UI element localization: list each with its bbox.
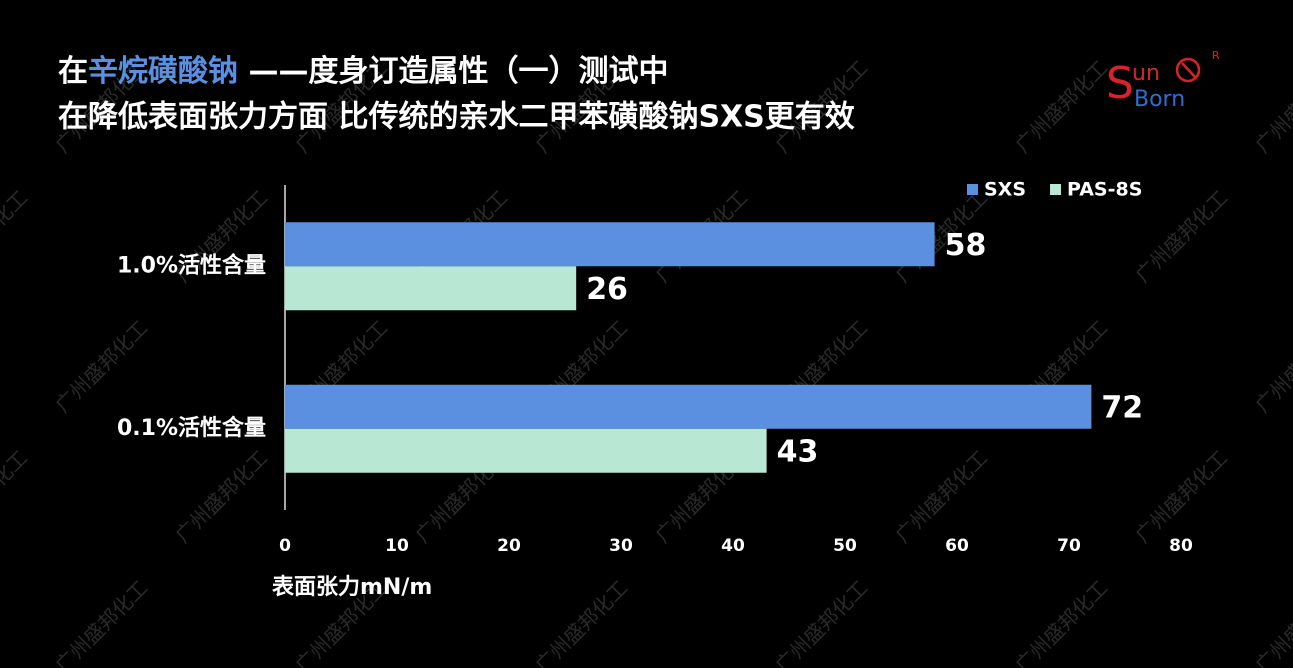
- x-tick-label: 30: [609, 536, 633, 556]
- watermark: 广州盛邦化工: [1130, 186, 1232, 288]
- watermark: 广州盛邦化工: [1250, 576, 1293, 668]
- watermark: 广州盛邦化工: [770, 576, 872, 668]
- logo-un: un: [1132, 61, 1160, 86]
- bar: [285, 384, 1092, 429]
- data-label: 26: [586, 272, 628, 307]
- x-tick-label: 20: [497, 536, 521, 556]
- x-tick-label: 40: [721, 536, 745, 556]
- title-line2: 在降低表面张力方面 比传统的亲水二甲苯磺酸钠SXS更有效: [58, 100, 855, 135]
- watermark: 广州盛邦化工: [890, 446, 992, 548]
- watermark: 广州盛邦化工: [50, 576, 152, 668]
- data-label: 72: [1101, 390, 1143, 425]
- x-tick-label: 60: [945, 536, 969, 556]
- logo-mark: R: [1212, 49, 1220, 62]
- data-label: 58: [945, 228, 987, 263]
- watermarks: 广州盛邦化工 广州盛邦化工 广州盛邦化工 广州盛邦化工 广州盛邦化工 广州盛邦化工广州盛邦…: [0, 56, 1293, 668]
- y-tick-label: 0.1%活性含量: [117, 415, 266, 441]
- legend-label: SXS: [984, 179, 1026, 201]
- x-tick-label: 70: [1057, 536, 1081, 556]
- logo-icon: [1181, 62, 1197, 79]
- watermark: 广州盛邦化工: [1250, 56, 1293, 158]
- watermark: 广州盛邦化工: [530, 576, 632, 668]
- x-tick-label: 50: [833, 536, 857, 556]
- title-line1: 在辛烷磺酸钠 ——度身订造属性（一）测试中: [58, 54, 668, 89]
- watermark: 广州盛邦化工: [170, 446, 272, 548]
- watermark: 广州盛邦化工: [1010, 56, 1112, 158]
- watermark: 广州盛邦化工: [50, 316, 152, 418]
- title-part: ——度身订造属性（一）测试中: [238, 54, 668, 89]
- logo-born: Born: [1134, 87, 1185, 112]
- watermark: 广州盛邦化工: [1250, 316, 1293, 418]
- bar: [285, 428, 767, 473]
- bar: [285, 222, 935, 267]
- logo-s: S: [1106, 58, 1134, 109]
- watermark: 广州盛邦化工: [1010, 576, 1112, 668]
- legend-label: PAS-8S: [1067, 179, 1142, 201]
- x-tick-label: 0: [279, 536, 291, 556]
- watermark: 广州盛邦化工: [0, 186, 32, 288]
- title-part: 在: [58, 54, 88, 89]
- x-tick-label: 80: [1169, 536, 1193, 556]
- title-part: 辛烷磺酸钠: [88, 54, 238, 89]
- watermark: 广州盛邦化工: [1130, 446, 1232, 548]
- bar: [285, 266, 577, 311]
- x-tick-label: 10: [385, 536, 409, 556]
- data-label: 43: [777, 434, 819, 469]
- x-axis-label: 表面张力mN/m: [272, 575, 432, 600]
- logo-icon: [1175, 57, 1201, 83]
- legend-swatch: [1050, 184, 1062, 195]
- legend-swatch: [967, 184, 978, 195]
- watermark: 广州盛邦化工: [0, 446, 32, 548]
- y-tick-label: 1.0%活性含量: [117, 252, 266, 278]
